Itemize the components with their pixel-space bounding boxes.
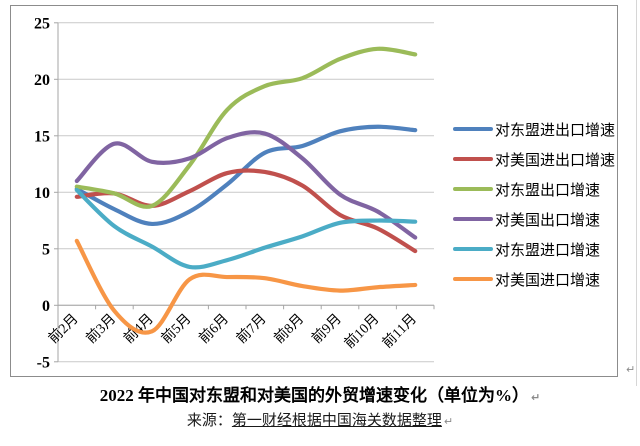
y-axis-tick-label: 15 <box>34 128 50 145</box>
source-text: 第一财经根据中国海关数据整理 <box>231 413 442 429</box>
x-axis-category-label: 前11月 <box>379 310 420 351</box>
legend-label: 对东盟进出口增速 <box>495 122 616 139</box>
series-line-3 <box>74 130 418 240</box>
x-axis-category-label: 前7月 <box>233 310 270 347</box>
series-line-4 <box>74 187 418 270</box>
legend-line-swatch <box>453 247 493 251</box>
y-axis-tick-label: 25 <box>34 15 50 32</box>
paragraph-return-mark: ↵ <box>443 415 454 428</box>
legend-label: 对美国进出口增速 <box>495 152 616 169</box>
x-axis-category-label: 前9月 <box>308 310 345 347</box>
legend-line-swatch <box>453 277 493 281</box>
x-axis-category-label: 前5月 <box>158 310 195 347</box>
caption-title: 2022 年中国对东盟和对美国的外贸增速变化（单位为%） ↵ <box>99 386 541 405</box>
page-edge-line <box>636 0 637 386</box>
legend-item: 对美国进出口增速 <box>453 144 618 174</box>
legend-label: 对东盟出口增速 <box>495 182 601 199</box>
chart-frame[interactable]: 25 20 15 10 5 0 -5 前2月 前3月 前4月 前5月 前6月 前7月 前8月 前9月 前10月… <box>10 5 618 377</box>
x-axis-category-label: 前3月 <box>82 310 119 347</box>
paragraph-return-mark: ↵ <box>626 363 636 376</box>
y-axis-tick-label: 20 <box>34 72 50 89</box>
caption: 2022 年中国对东盟和对美国的外贸增速变化（单位为%） ↵ 来源：第一财经根据中… <box>0 384 640 433</box>
caption-source: 来源：第一财经根据中国海关数据整理 ↵ <box>0 410 640 433</box>
legend-item: 对东盟出口增速 <box>453 174 618 204</box>
chart-legend: 对东盟进出口增速 对美国进出口增速 对东盟出口增速 对美国出口增速 对东盟进口增速 对美国… <box>453 114 618 294</box>
source-prefix: 来源： <box>186 413 232 429</box>
legend-item: 对美国进口增速 <box>453 264 618 294</box>
paragraph-return-mark: ↵ <box>531 391 541 404</box>
x-axis-category-label: 前4月 <box>120 310 157 347</box>
legend-line-swatch <box>453 127 493 131</box>
legend-item: 对美国出口增速 <box>453 204 618 234</box>
x-axis-category-label: 前8月 <box>270 310 307 347</box>
legend-label: 对美国出口增速 <box>495 212 601 229</box>
y-axis-tick-label: 10 <box>34 185 50 202</box>
legend-item: 对东盟进口增速 <box>453 234 618 264</box>
legend-label: 对东盟进口增速 <box>495 242 601 259</box>
line-chart-plot: 25 20 15 10 5 0 -5 前2月 前3月 前4月 前5月 前6月 前7月 前8月 前9月前10月… <box>34 15 435 371</box>
y-axis-tick-label: 0 <box>42 298 50 315</box>
legend-label: 对美国进口增速 <box>495 272 601 289</box>
y-axis-tick-label: 5 <box>42 241 50 258</box>
series-line-2 <box>74 46 418 209</box>
x-axis-category-label: 前10月 <box>341 310 383 352</box>
series-line-0 <box>74 124 418 227</box>
legend-item: 对东盟进出口增速 <box>453 114 618 144</box>
legend-line-swatch <box>453 187 493 191</box>
y-axis-tick-label: -5 <box>37 354 50 371</box>
series-line-1 <box>74 168 418 254</box>
legend-line-swatch <box>453 217 493 221</box>
x-axis-category-label: 前2月 <box>45 310 82 347</box>
legend-line-swatch <box>453 157 493 161</box>
x-axis-category-label: 前6月 <box>195 310 232 347</box>
series-line-5 <box>74 238 418 335</box>
